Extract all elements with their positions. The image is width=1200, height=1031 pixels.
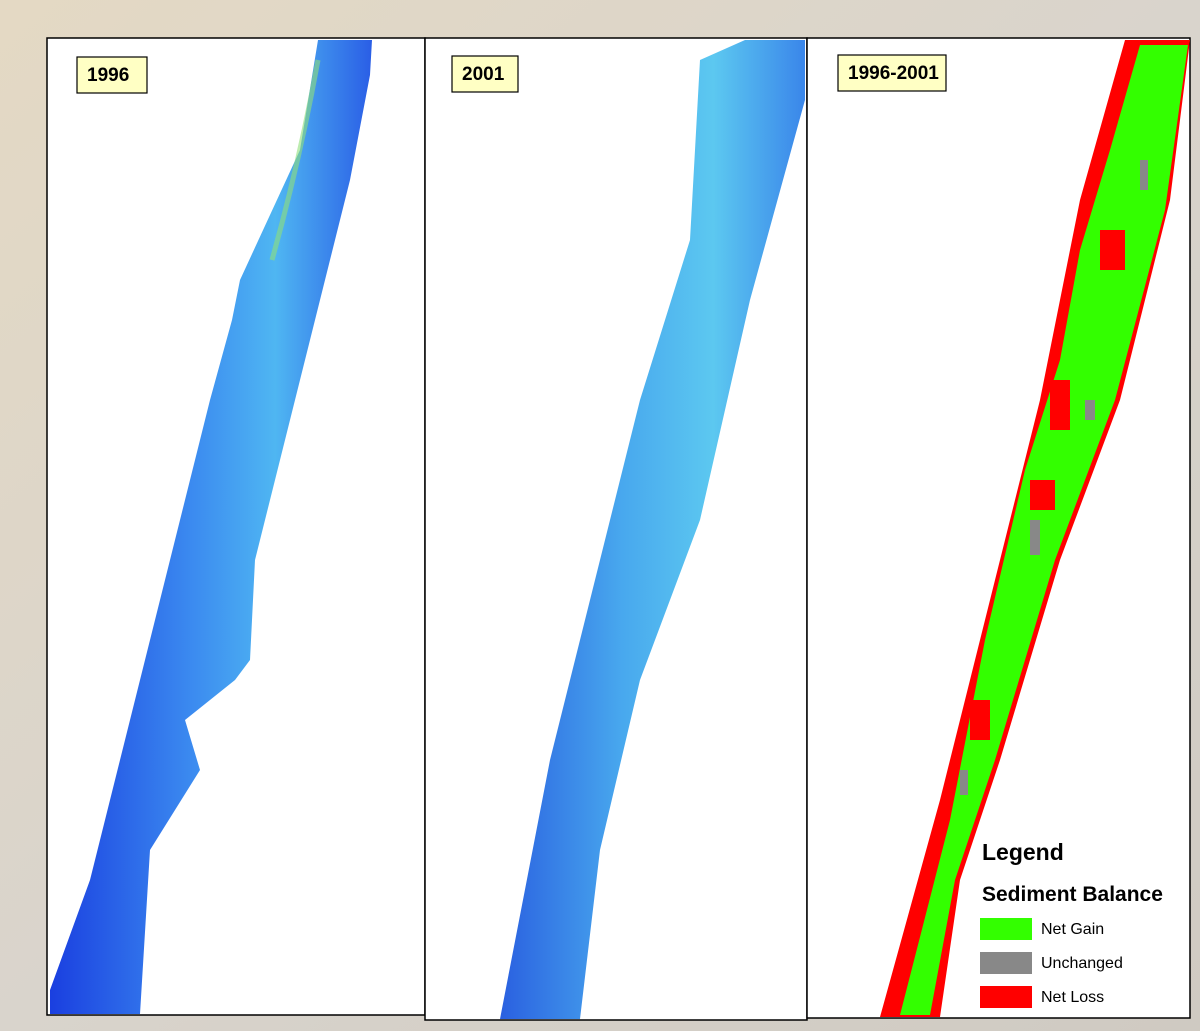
net-loss-patch — [1030, 480, 1055, 510]
panel-label: 1996 — [87, 65, 129, 86]
legend-subtitle: Sediment Balance — [982, 883, 1163, 906]
legend-label: Net Loss — [1041, 989, 1104, 1006]
unchanged-patch — [1085, 400, 1095, 420]
net-loss-patch — [1050, 380, 1070, 430]
map-figure: 1996 2001 1996-2001 Legend Sediment Balanc… — [0, 0, 1200, 1031]
unchanged-patch — [1140, 160, 1148, 190]
legend-swatch — [980, 986, 1032, 1008]
panel-label: 2001 — [462, 64, 505, 85]
panel-label: 1996-2001 — [848, 63, 939, 84]
legend-swatch — [980, 918, 1032, 940]
legend-swatch — [980, 952, 1032, 974]
net-loss-patch — [1100, 230, 1125, 270]
legend-title: Legend — [982, 839, 1064, 865]
unchanged-patch — [960, 770, 968, 795]
page: {"panels": [{"label": "1996"}, {"label":… — [0, 0, 1200, 1031]
legend-label: Net Gain — [1041, 921, 1104, 938]
legend-label: Unchanged — [1041, 955, 1123, 972]
unchanged-patch — [1030, 520, 1040, 555]
net-loss-patch — [970, 700, 990, 740]
